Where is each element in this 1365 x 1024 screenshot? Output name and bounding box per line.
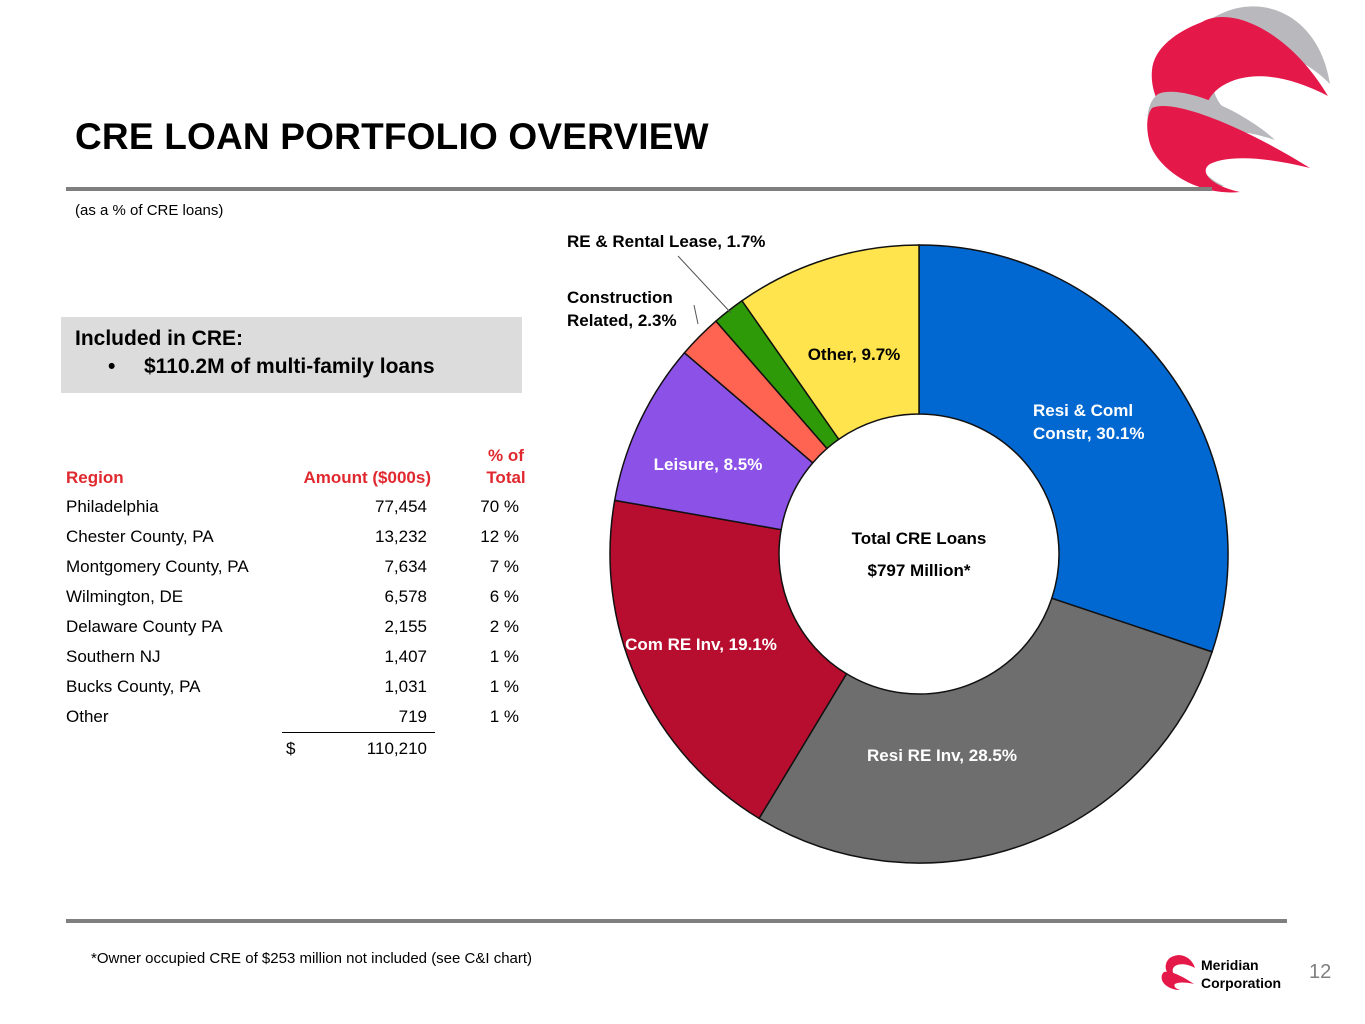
pct-cell: 1 % xyxy=(489,677,519,696)
brand-logo-large xyxy=(1147,6,1330,193)
header-amount: Amount ($000s) xyxy=(303,468,431,487)
amount-cell: 6,578 xyxy=(384,587,427,606)
cre-callout-box: Included in CRE: • $110.2M of multi-famil… xyxy=(61,317,522,393)
table-row: Philadelphia 77,454 70 % xyxy=(66,492,536,522)
header-region: Region xyxy=(66,468,124,487)
company-name-line1: Meridian xyxy=(1201,957,1259,973)
region-table: Region Amount ($000s) % of Total Philadel… xyxy=(66,440,536,764)
table-row: Other 719 1 % xyxy=(66,702,536,732)
slice-label: RE & Rental Lease, 1.7% xyxy=(567,232,765,251)
brand-logo-small xyxy=(1161,955,1195,990)
cre-donut-chart: Resi & Coml Constr, 30.1% Resi RE Inv, 28.… xyxy=(567,232,1229,864)
total-currency: $ xyxy=(286,739,296,758)
donut-slice xyxy=(609,499,848,820)
region-cell: Southern NJ xyxy=(66,647,161,666)
amount-cell: 719 xyxy=(398,707,427,726)
leader-line-construction xyxy=(693,304,699,325)
pct-cell: 1 % xyxy=(489,707,519,726)
region-cell: Bucks County, PA xyxy=(66,677,201,696)
amount-cell: 2,155 xyxy=(384,617,427,636)
table-row: Chester County, PA 13,232 12 % xyxy=(66,522,536,552)
leader-line-rental-lease xyxy=(677,255,732,314)
header-pct-line1: % of xyxy=(488,446,524,465)
company-name: Meridian Corporation xyxy=(1201,956,1281,992)
donut-slice xyxy=(918,244,1229,653)
total-rule xyxy=(282,732,435,733)
amount-cell: 77,454 xyxy=(375,497,427,516)
slice-label: Resi RE Inv, 28.5% xyxy=(867,746,1017,765)
region-cell: Philadelphia xyxy=(66,497,159,516)
region-cell: Other xyxy=(66,707,109,726)
slice-label: Constr, 30.1% xyxy=(1033,424,1145,443)
pct-cell: 1 % xyxy=(489,647,519,666)
callout-heading: Included in CRE: xyxy=(75,327,243,350)
amount-cell: 13,232 xyxy=(375,527,427,546)
donut-slice xyxy=(740,244,920,441)
slice-label: Construction xyxy=(567,288,673,307)
region-cell: Chester County, PA xyxy=(66,527,214,546)
table-row: Bucks County, PA 1,031 1 % xyxy=(66,672,536,702)
slice-label: Leisure, 8.5% xyxy=(654,455,763,474)
table-body: Philadelphia 77,454 70 % Chester County, PA… xyxy=(66,492,536,732)
region-cell: Wilmington, DE xyxy=(66,587,184,606)
footer-divider xyxy=(66,919,1287,923)
chart-subtitle: (as a % of CRE loans) xyxy=(75,202,224,219)
table-row: Montgomery County, PA 7,634 7 % xyxy=(66,552,536,582)
region-cell: Delaware County PA xyxy=(66,617,223,636)
footnote: *Owner occupied CRE of $253 million not … xyxy=(91,950,533,967)
callout-bullet-item: • $110.2M of multi-family loans xyxy=(75,355,508,379)
page-number: 12 xyxy=(1309,961,1332,983)
region-cell: Montgomery County, PA xyxy=(66,557,249,576)
table-row: Delaware County PA 2,155 2 % xyxy=(66,612,536,642)
header-pct-line2: Total xyxy=(486,468,526,487)
donut-slice xyxy=(758,597,1214,864)
slice-label: Resi & Coml xyxy=(1033,401,1133,420)
pct-cell: 70 % xyxy=(480,497,519,516)
bullet-icon: • xyxy=(108,355,116,378)
company-name-line2: Corporation xyxy=(1201,975,1282,991)
amount-cell: 7,634 xyxy=(384,557,427,576)
donut-center-line2: $797 Million* xyxy=(868,561,971,580)
amount-cell: 1,031 xyxy=(384,677,427,696)
page-title: CRE LOAN PORTFOLIO OVERVIEW xyxy=(75,116,709,157)
amount-cell: 1,407 xyxy=(384,647,427,666)
donut-center-line1: Total CRE Loans xyxy=(852,529,987,548)
header-divider xyxy=(66,187,1212,191)
slice-label: Other, 9.7% xyxy=(808,345,901,364)
pct-cell: 2 % xyxy=(489,617,519,636)
header-pct: % of Total xyxy=(476,445,536,489)
callout-bullet-text: $110.2M of multi-family loans xyxy=(144,355,435,378)
table-header: Region Amount ($000s) % of Total xyxy=(66,440,536,492)
total-amount: 110,210 xyxy=(366,739,427,758)
table-total-row: $ 110,210 xyxy=(66,732,536,764)
slice-label: Com RE Inv, 19.1% xyxy=(625,635,777,654)
pct-cell: 7 % xyxy=(489,557,519,576)
slice-label: Related, 2.3% xyxy=(567,311,677,330)
pct-cell: 12 % xyxy=(480,527,519,546)
pct-cell: 6 % xyxy=(489,587,519,606)
table-row: Wilmington, DE 6,578 6 % xyxy=(66,582,536,612)
table-row: Southern NJ 1,407 1 % xyxy=(66,642,536,672)
